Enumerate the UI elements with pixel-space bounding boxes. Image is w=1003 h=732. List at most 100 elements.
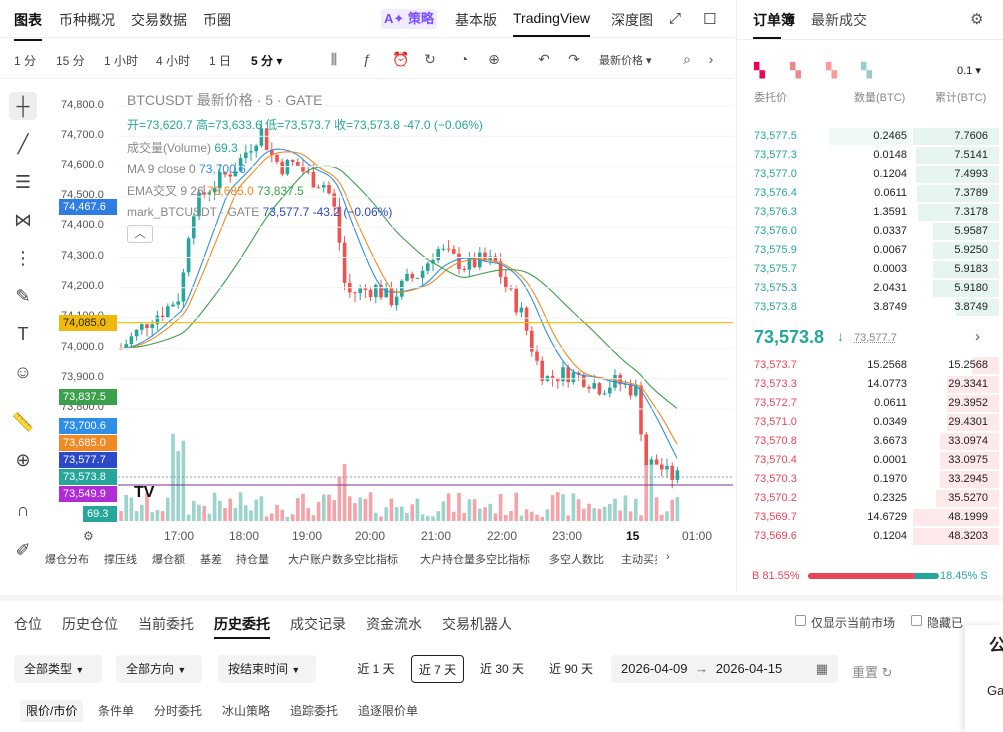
chevron-right-icon[interactable]: › [708, 51, 714, 67]
subtab-trailing[interactable]: 追踪委托 [290, 704, 339, 718]
tab-trading-bot[interactable]: 交易机器人 [442, 616, 512, 632]
bid-row[interactable]: 73,570.3 0.1970 33.2945 [737, 470, 1003, 489]
tf-1m[interactable]: 1 分 [14, 54, 37, 68]
ind-liq-dist[interactable]: 爆仓分布 [45, 554, 89, 566]
alert-icon[interactable]: ⏰ [392, 51, 410, 67]
nav-coin-overview[interactable]: 币种概况 [59, 12, 115, 28]
precision-select[interactable]: 0.1 ▾ [957, 65, 981, 77]
replay-icon[interactable]: ↻ [424, 51, 436, 67]
subtab-conditional[interactable]: 条件单 [98, 704, 135, 718]
only-current-checkbox[interactable] [795, 615, 806, 626]
bid-row[interactable]: 73,570.4 0.0001 33.0975 [737, 451, 1003, 470]
trendline-icon[interactable]: ╱ [17, 134, 29, 154]
search-icon[interactable]: ⌕ [683, 51, 691, 67]
side-notice[interactable]: 公 Ga [965, 625, 1003, 732]
nav-trade-data[interactable]: 交易数据 [131, 12, 187, 28]
subtab-limit-market[interactable]: 限价/市价 [20, 700, 84, 722]
prediction-icon[interactable]: ⋮ [14, 248, 32, 268]
tf-15m[interactable]: 15 分 [56, 54, 85, 68]
bid-row[interactable]: 73,572.7 0.0611 29.3952 [737, 394, 1003, 413]
tab-open-orders[interactable]: 当前委托 [138, 616, 194, 632]
ind-ls-ratio[interactable]: 多空人数比 [549, 554, 604, 566]
bid-row[interactable]: 73,573.7 15.2568 15.2568 [737, 356, 1003, 375]
compare-icon[interactable]: ◔ [459, 51, 469, 67]
ask-row[interactable]: 73,576.0 0.0337 5.9587 [737, 222, 1003, 241]
text-icon[interactable]: T [17, 324, 29, 344]
subtab-chase-limit[interactable]: 追逐限价单 [358, 704, 419, 718]
ind-basis[interactable]: 基差 [200, 554, 222, 566]
tf-4h[interactable]: 4 小时 [156, 54, 191, 68]
tab-orderbook[interactable]: 订单簿 [753, 12, 795, 28]
bid-row[interactable]: 73,573.3 14.0773 29.3341 [737, 375, 1003, 394]
ind-oi[interactable]: 持仓量 [236, 554, 269, 566]
nav-coin-circle[interactable]: 币圈 [203, 12, 231, 28]
tf-1d[interactable]: 1 日 [209, 54, 232, 68]
view-bids-icon[interactable]: ▚ [826, 62, 837, 78]
range-1d[interactable]: 近 1 天 [357, 662, 395, 676]
lock-drawing-icon[interactable]: ✐ [15, 540, 31, 560]
ind-taker[interactable]: 主动买卖 [621, 554, 657, 566]
collapse-legend-button[interactable]: ︿ [127, 225, 153, 243]
ask-row[interactable]: 73,577.3 0.0148 7.5141 [737, 146, 1003, 165]
tab-recent-trades[interactable]: 最新成交 [811, 12, 867, 28]
reset-button[interactable]: 重置 ↻ [852, 662, 893, 681]
range-90d[interactable]: 近 90 天 [548, 662, 594, 676]
ind-top-acc-ratio[interactable]: 大户账户数多空比指标 [288, 554, 398, 566]
nav-chart[interactable]: 图表 [14, 12, 42, 41]
price-chart[interactable] [46, 80, 733, 548]
zoom-icon[interactable]: ⊕ [15, 450, 31, 470]
ind-support[interactable]: 撑压线 [104, 554, 137, 566]
tab-fund-flow[interactable]: 资金流水 [366, 616, 422, 632]
date-range-picker[interactable]: 2026-04-09 → 2026-04-15 ▦ [611, 655, 838, 683]
hide-checkbox[interactable] [911, 615, 922, 626]
ind-liq-amount[interactable]: 爆仓额 [152, 554, 185, 566]
view-both-icon[interactable]: ▚ [754, 62, 765, 78]
ask-row[interactable]: 73,576.3 1.3591 7.3178 [737, 203, 1003, 222]
tab-positions[interactable]: 仓位 [14, 616, 42, 632]
ask-row[interactable]: 73,577.0 0.1204 7.4993 [737, 165, 1003, 184]
ruler-icon[interactable]: 📏 [11, 412, 35, 432]
type-filter[interactable]: 全部类型 ▼ [14, 655, 102, 683]
price-mode-select[interactable]: 最新价格 ▾ [599, 55, 652, 67]
ask-row[interactable]: 73,575.3 2.0431 5.9180 [737, 279, 1003, 298]
undo-icon[interactable]: ↶ [538, 51, 550, 67]
view-tradingview[interactable]: TradingView [513, 10, 591, 37]
bid-row[interactable]: 73,569.7 14.6729 48.1999 [737, 508, 1003, 527]
pattern-icon[interactable]: ⋈ [14, 210, 32, 230]
ask-row[interactable]: 73,575.7 0.0003 5.9183 [737, 260, 1003, 279]
date-from[interactable]: 2026-04-09 [621, 661, 688, 676]
subtab-iceberg[interactable]: 冰山策略 [222, 704, 271, 718]
strategy-button[interactable]: A✦ 策略 [381, 9, 437, 29]
ind-top-pos-ratio[interactable]: 大户持仓量多空比指标 [420, 554, 530, 566]
view-asks-icon[interactable]: ▚ [790, 62, 801, 78]
tf-1h[interactable]: 1 小时 [104, 54, 139, 68]
view-basic[interactable]: 基本版 [455, 12, 497, 28]
view-depth[interactable]: 深度图 [611, 12, 653, 28]
chevron-right-icon[interactable]: › [975, 328, 980, 345]
ask-row[interactable]: 73,576.4 0.0611 7.3789 [737, 184, 1003, 203]
tf-5m[interactable]: 5 分 ▾ [251, 54, 283, 68]
bid-row[interactable]: 73,570.8 3.6673 33.0974 [737, 432, 1003, 451]
ask-row[interactable]: 73,577.5 0.2465 7.7606 [737, 127, 1003, 146]
add-icon[interactable]: ⊕ [488, 51, 500, 67]
candle-type-icon[interactable]: ⫼ [330, 51, 338, 67]
mark-price[interactable]: 73,577.7 [854, 332, 897, 344]
indicators-icon[interactable]: ƒ [363, 51, 371, 67]
bid-row[interactable]: 73,571.0 0.0349 29.4301 [737, 413, 1003, 432]
settings-gear-icon[interactable]: ⚙ [83, 529, 94, 543]
emoji-icon[interactable]: ☺ [13, 362, 33, 382]
bid-row[interactable]: 73,569.6 0.1204 48.3203 [737, 527, 1003, 546]
fib-lines-icon[interactable]: ☰ [14, 172, 32, 192]
range-30d[interactable]: 近 30 天 [479, 662, 525, 676]
view-split-icon[interactable]: ▚ [861, 62, 872, 78]
ask-row[interactable]: 73,575.9 0.0067 5.9250 [737, 241, 1003, 260]
brush-icon[interactable]: ✎ [15, 286, 31, 306]
tab-position-history[interactable]: 历史仓位 [62, 616, 118, 632]
date-to[interactable]: 2026-04-15 [715, 661, 783, 676]
bid-row[interactable]: 73,570.2 0.2325 35.5270 [737, 489, 1003, 508]
tab-trade-history[interactable]: 成交记录 [290, 616, 346, 632]
time-filter[interactable]: 按结束时间 ▼ [218, 655, 316, 683]
ind-more-icon[interactable]: › [666, 551, 670, 563]
subtab-twap[interactable]: 分时委托 [154, 704, 203, 718]
tab-order-history[interactable]: 历史委托 [214, 616, 270, 632]
